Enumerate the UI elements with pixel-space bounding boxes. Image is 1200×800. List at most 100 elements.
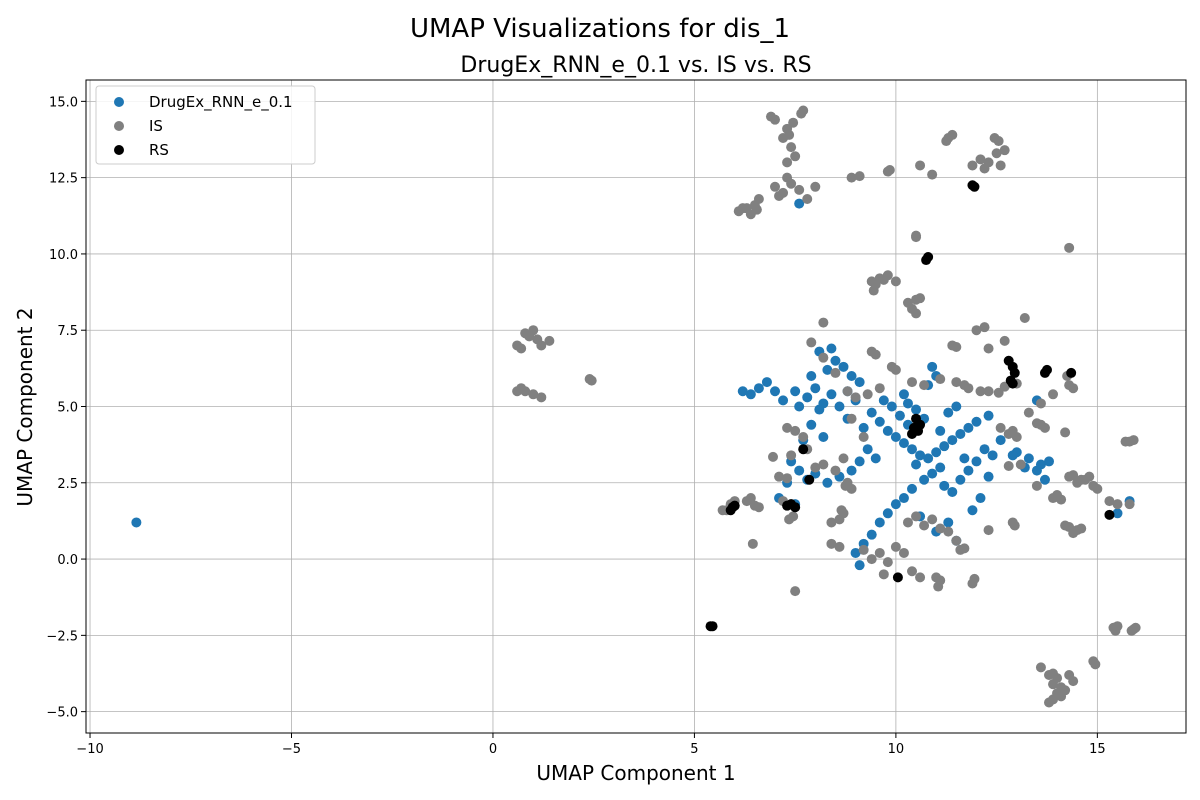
point-is	[536, 340, 547, 351]
point-is	[765, 111, 776, 122]
point-drugex	[878, 395, 889, 406]
point-rs	[798, 444, 809, 455]
x-tick-label: 5	[690, 742, 698, 757]
point-drugex	[987, 450, 998, 461]
legend-label-drugex: DrugEx_RNN_e_0.1	[149, 93, 293, 112]
point-is	[975, 154, 986, 165]
point-is	[782, 157, 793, 168]
point-is	[788, 117, 799, 128]
point-is	[862, 389, 873, 400]
point-is	[1023, 407, 1034, 418]
point-is	[826, 538, 837, 549]
point-rs	[1066, 367, 1077, 378]
point-drugex	[939, 441, 950, 452]
point-is	[1056, 494, 1067, 505]
series-is	[512, 105, 1141, 708]
point-is	[935, 374, 946, 385]
point-drugex	[761, 377, 772, 388]
point-drugex	[850, 547, 861, 558]
point-drugex	[753, 383, 764, 394]
point-rs	[790, 502, 801, 513]
x-axis-label: UMAP Component 1	[536, 761, 735, 785]
point-is	[951, 377, 962, 388]
point-drugex	[951, 401, 962, 412]
point-drugex	[943, 407, 954, 418]
point-is	[802, 194, 813, 205]
point-drugex	[898, 493, 909, 504]
point-is	[955, 544, 966, 555]
point-is	[774, 471, 785, 482]
point-drugex	[814, 404, 825, 415]
point-drugex	[983, 410, 994, 421]
point-drugex	[898, 389, 909, 400]
point-is	[782, 473, 793, 484]
point-drugex	[1044, 456, 1055, 467]
point-is	[818, 459, 829, 470]
point-drugex	[1039, 474, 1050, 485]
legend-marker-rs	[114, 145, 124, 155]
point-is	[782, 422, 793, 433]
grid-layer	[86, 80, 1186, 733]
point-drugex	[963, 465, 974, 476]
point-is	[751, 204, 762, 215]
point-drugex	[866, 529, 877, 540]
legend-label-is: IS	[149, 117, 163, 135]
point-drugex	[967, 505, 978, 516]
point-is	[995, 422, 1006, 433]
point-rs	[907, 428, 918, 439]
point-is	[818, 317, 829, 328]
point-drugex	[963, 422, 974, 433]
point-is	[907, 566, 918, 577]
point-drugex	[886, 401, 897, 412]
point-is	[544, 335, 555, 346]
point-drugex	[822, 364, 833, 375]
point-drugex	[745, 389, 756, 400]
point-drugex	[794, 465, 805, 476]
point-is	[786, 450, 797, 461]
point-is	[941, 136, 952, 147]
point-drugex	[882, 508, 893, 519]
point-is	[745, 493, 756, 504]
point-is	[951, 341, 962, 352]
point-is	[979, 163, 990, 174]
point-is	[798, 432, 809, 443]
point-drugex	[959, 453, 970, 464]
y-tick-label: 0.0	[57, 553, 78, 568]
point-is	[818, 352, 829, 363]
y-tick-label: 10.0	[49, 248, 78, 263]
point-drugex	[790, 386, 801, 397]
point-is	[1039, 422, 1050, 433]
point-rs	[1009, 367, 1020, 378]
point-is	[516, 343, 527, 354]
point-is	[1128, 435, 1139, 446]
point-is	[1031, 480, 1042, 491]
y-tick-label: 15.0	[49, 95, 78, 110]
point-drugex	[834, 401, 845, 412]
point-is	[1011, 432, 1022, 443]
point-rs	[967, 180, 978, 191]
point-drugex	[806, 419, 817, 430]
point-is	[989, 132, 1000, 143]
point-is	[1035, 398, 1046, 409]
point-drugex	[1007, 450, 1018, 461]
y-tick-label: −5.0	[46, 706, 78, 721]
legend-label-rs: RS	[149, 141, 169, 159]
point-is	[935, 523, 946, 534]
point-is	[971, 325, 982, 336]
point-is	[838, 453, 849, 464]
point-is	[882, 557, 893, 568]
point-drugex	[858, 422, 869, 433]
point-is	[842, 477, 853, 488]
point-is	[983, 525, 994, 536]
point-drugex	[846, 465, 857, 476]
point-is	[995, 160, 1006, 171]
point-rs	[923, 251, 934, 262]
point-is	[1056, 691, 1067, 702]
point-is	[1064, 242, 1075, 253]
point-is	[536, 392, 547, 403]
legend: DrugEx_RNN_e_0.1 IS RS	[95, 85, 316, 165]
point-is	[870, 349, 881, 360]
point-is	[749, 500, 760, 511]
point-is	[1003, 461, 1014, 472]
point-drugex	[822, 477, 833, 488]
